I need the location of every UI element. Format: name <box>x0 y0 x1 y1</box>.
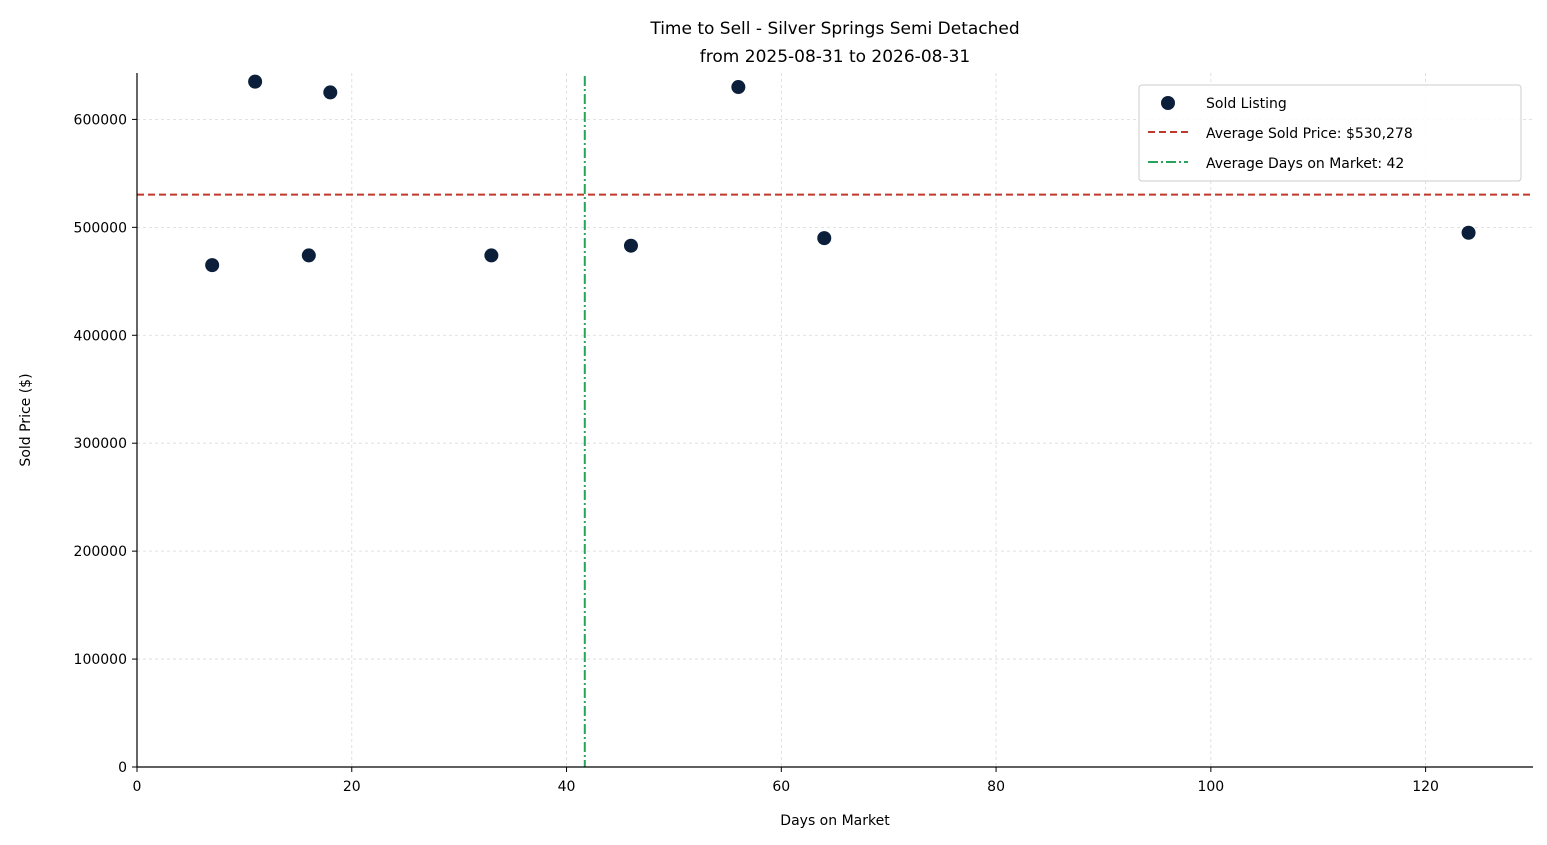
sold-listing-point <box>623 238 638 253</box>
y-tick-label: 500000 <box>74 220 127 236</box>
y-axis-label: Sold Price ($) <box>18 373 34 466</box>
x-axis-ticks: 0 20 40 60 80 100 120 <box>133 767 1439 795</box>
x-tick-label: 40 <box>558 779 576 795</box>
y-tick-label: 0 <box>118 760 127 776</box>
sold-listing-point <box>731 80 746 95</box>
sold-listing-point <box>1461 225 1476 240</box>
legend-label-sold-listing: Sold Listing <box>1206 96 1287 112</box>
data-points <box>205 74 1476 273</box>
x-tick-label: 80 <box>987 779 1005 795</box>
x-axis-label: Days on Market <box>780 813 890 829</box>
x-tick-label: 0 <box>133 779 142 795</box>
sold-listing-point <box>301 248 316 263</box>
sold-listing-point <box>817 231 832 246</box>
sold-listing-point <box>248 74 263 89</box>
legend: Sold Listing Average Sold Price: $530,27… <box>1138 84 1522 182</box>
x-tick-label: 120 <box>1412 779 1439 795</box>
x-tick-label: 100 <box>1197 779 1224 795</box>
legend-label-average-days: Average Days on Market: 42 <box>1206 156 1404 172</box>
sold-listing-point <box>205 258 220 273</box>
x-tick-label: 20 <box>343 779 361 795</box>
y-tick-label: 600000 <box>74 112 127 128</box>
reference-lines <box>137 76 1533 767</box>
y-tick-label: 300000 <box>74 436 127 452</box>
chart-title-line1: Time to Sell - Silver Springs Semi Detac… <box>649 19 1019 39</box>
sold-listing-point <box>323 85 338 100</box>
y-axis-ticks: 0 100000 200000 300000 400000 500000 600000 <box>74 112 137 776</box>
x-tick-label: 60 <box>772 779 790 795</box>
y-tick-label: 100000 <box>74 652 127 668</box>
sold-listing-point <box>484 248 499 263</box>
chart-title-line2: from 2025-08-31 to 2026-08-31 <box>700 47 970 67</box>
grid-lines <box>137 73 1533 767</box>
y-tick-label: 400000 <box>74 328 127 344</box>
legend-box <box>1138 84 1522 182</box>
y-tick-label: 200000 <box>74 544 127 560</box>
legend-marker-sold-listing <box>1161 96 1175 110</box>
legend-label-average-price: Average Sold Price: $530,278 <box>1206 126 1413 142</box>
